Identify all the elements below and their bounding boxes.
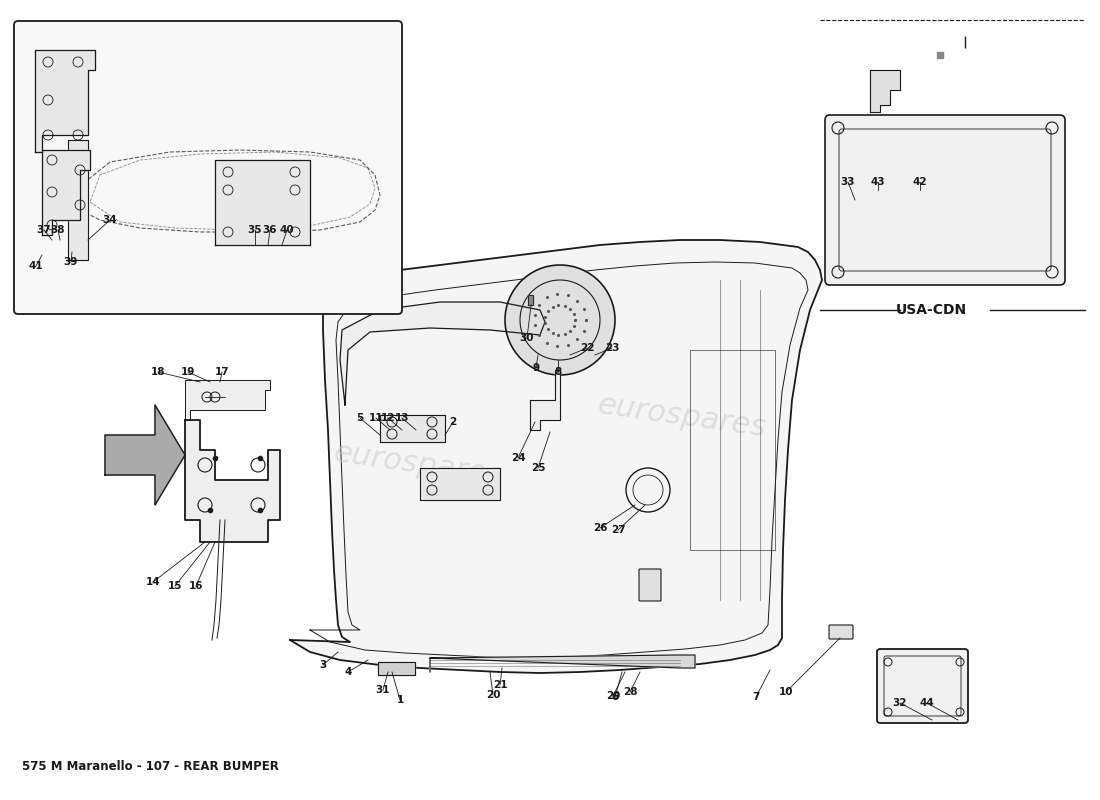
Polygon shape xyxy=(35,50,95,152)
Text: 1: 1 xyxy=(396,695,404,705)
Text: 23: 23 xyxy=(605,343,619,353)
Text: eurospares: eurospares xyxy=(331,438,505,490)
Text: 16: 16 xyxy=(189,581,204,591)
Text: 42: 42 xyxy=(913,177,927,187)
Text: 20: 20 xyxy=(486,690,500,700)
Text: 33: 33 xyxy=(840,177,856,187)
FancyBboxPatch shape xyxy=(877,649,968,723)
Text: 10: 10 xyxy=(779,687,793,697)
Text: 15: 15 xyxy=(167,581,183,591)
Text: 26: 26 xyxy=(593,523,607,533)
Polygon shape xyxy=(530,370,560,430)
FancyBboxPatch shape xyxy=(825,115,1065,285)
Text: 7: 7 xyxy=(752,692,760,702)
Text: 19: 19 xyxy=(180,367,195,377)
Circle shape xyxy=(505,265,615,375)
Polygon shape xyxy=(870,70,900,112)
Text: 43: 43 xyxy=(871,177,886,187)
Text: 39: 39 xyxy=(64,257,78,267)
Text: 3: 3 xyxy=(319,660,327,670)
Text: 40: 40 xyxy=(279,225,295,235)
Text: 27: 27 xyxy=(610,525,625,535)
FancyBboxPatch shape xyxy=(14,21,402,314)
Polygon shape xyxy=(420,468,500,500)
Text: 6: 6 xyxy=(612,692,618,702)
Polygon shape xyxy=(185,380,270,420)
Polygon shape xyxy=(42,150,90,235)
Text: 8: 8 xyxy=(554,367,562,377)
Text: 34: 34 xyxy=(102,215,118,225)
Text: 13: 13 xyxy=(395,413,409,423)
Text: 28: 28 xyxy=(623,687,637,697)
Text: 11: 11 xyxy=(368,413,383,423)
Polygon shape xyxy=(528,295,534,305)
Text: 44: 44 xyxy=(920,698,934,708)
Text: 36: 36 xyxy=(263,225,277,235)
Text: USA-CDN: USA-CDN xyxy=(895,303,967,317)
FancyBboxPatch shape xyxy=(639,569,661,601)
Polygon shape xyxy=(68,140,88,260)
Text: 30: 30 xyxy=(519,333,535,343)
Text: 24: 24 xyxy=(510,453,526,463)
Text: eurospares: eurospares xyxy=(119,155,236,191)
Text: 22: 22 xyxy=(580,343,594,353)
Text: 29: 29 xyxy=(606,691,620,701)
Text: 25: 25 xyxy=(530,463,546,473)
Text: 14: 14 xyxy=(145,577,161,587)
Text: 38: 38 xyxy=(51,225,65,235)
Text: 35: 35 xyxy=(248,225,262,235)
Text: 17: 17 xyxy=(214,367,229,377)
Polygon shape xyxy=(379,415,446,442)
Polygon shape xyxy=(185,420,280,542)
Polygon shape xyxy=(430,655,695,672)
Polygon shape xyxy=(290,240,822,673)
Text: eurospares: eurospares xyxy=(595,390,769,442)
Polygon shape xyxy=(214,160,310,245)
Text: 4: 4 xyxy=(344,667,352,677)
Text: 5: 5 xyxy=(356,413,364,423)
Polygon shape xyxy=(378,662,415,675)
Text: 18: 18 xyxy=(151,367,165,377)
Polygon shape xyxy=(104,405,185,505)
Text: 575 M Maranello - 107 - REAR BUMPER: 575 M Maranello - 107 - REAR BUMPER xyxy=(22,760,279,773)
Text: 37: 37 xyxy=(36,225,52,235)
Text: 12: 12 xyxy=(381,413,395,423)
Polygon shape xyxy=(340,302,544,405)
Text: 2: 2 xyxy=(450,417,456,427)
Text: 21: 21 xyxy=(493,680,507,690)
FancyBboxPatch shape xyxy=(829,625,852,639)
Text: 31: 31 xyxy=(376,685,390,695)
Text: 9: 9 xyxy=(532,363,540,373)
Text: 32: 32 xyxy=(893,698,907,708)
Text: USA - CDN: USA - CDN xyxy=(164,33,252,48)
Text: 41: 41 xyxy=(29,261,43,271)
